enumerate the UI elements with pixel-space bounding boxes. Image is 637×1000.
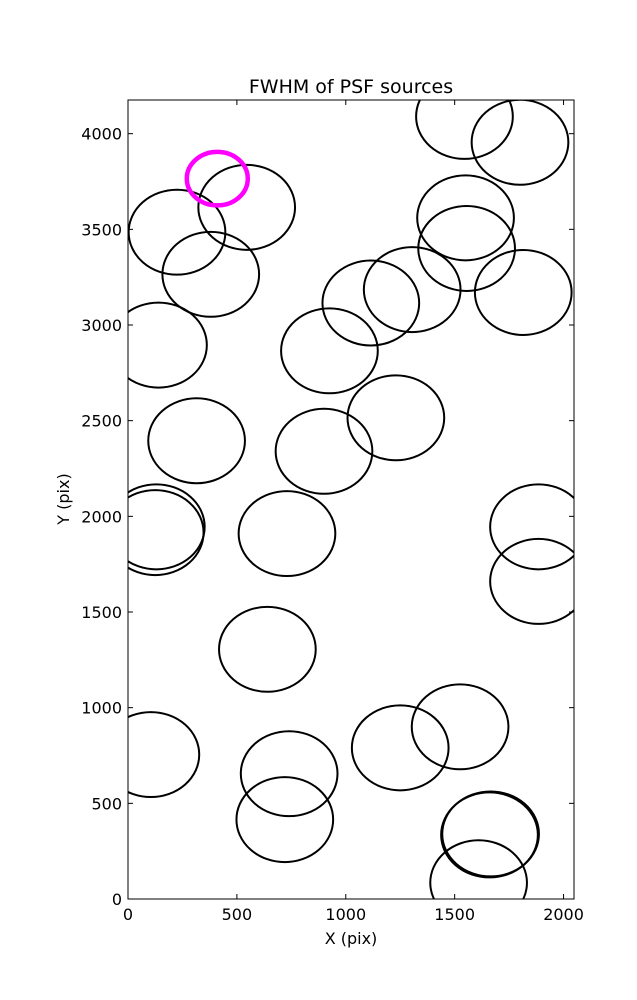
y-tick-label: 4000 — [81, 125, 122, 144]
x-tick-label: 1000 — [325, 905, 366, 924]
psf-source-circle — [161, 230, 261, 318]
y-tick-label: 2500 — [81, 412, 122, 431]
y-tick-label: 0 — [112, 890, 122, 909]
psf-source-circle — [218, 605, 317, 693]
psf-source-circle — [346, 374, 446, 462]
highlighted-source-circle — [184, 149, 251, 208]
highlight-circles — [184, 149, 251, 208]
psf-source-circle — [417, 204, 516, 292]
x-tick-label: 2000 — [543, 905, 584, 924]
psf-source-circle — [473, 249, 573, 336]
y-tick-label: 1500 — [81, 603, 122, 622]
psf-source-circle — [128, 188, 227, 276]
psf-source-circle — [237, 490, 337, 578]
psf-source-circle — [239, 730, 339, 818]
psf-source-circle — [362, 246, 462, 334]
plot-area: 0 500 1000 1500 2000 0 500 1000 1500 2000 2500 300… — [81, 99, 584, 924]
y-tick-label: 3000 — [81, 316, 122, 335]
plot-frame — [127, 99, 575, 900]
psf-source-circle — [350, 704, 450, 792]
psf-source-circle — [440, 791, 539, 879]
psf-source-circle — [489, 537, 574, 625]
y-tick-label: 500 — [91, 794, 122, 813]
psf-source-circle — [128, 489, 205, 577]
psf-source-circle — [470, 100, 570, 186]
data-circles — [128, 100, 574, 899]
psf-source-circle — [321, 259, 421, 347]
psf-source-circle — [147, 397, 246, 485]
psf-source-circle — [410, 683, 510, 771]
psf-source-circle — [280, 307, 379, 395]
x-tick-label: 500 — [222, 905, 253, 924]
psf-source-circle — [429, 839, 528, 899]
y-tick-label: 2000 — [81, 507, 122, 526]
psf-source-circle — [128, 711, 201, 799]
psf-source-circle — [489, 483, 574, 571]
y-tick-label: 1000 — [81, 699, 122, 718]
psf-source-circle — [128, 301, 208, 389]
psf-source-circle — [416, 174, 515, 262]
chart-title: FWHM of PSF sources — [249, 76, 453, 98]
psf-source-circle — [197, 163, 297, 251]
y-tick-label: 3500 — [81, 220, 122, 239]
y-axis-ticks: 0 500 1000 1500 2000 2500 3000 3500 4000 — [81, 125, 574, 909]
y-axis-label: Y (pix) — [54, 473, 73, 525]
psf-source-circle — [274, 407, 374, 495]
x-tick-label: 0 — [123, 905, 133, 924]
x-tick-label: 1500 — [434, 905, 475, 924]
psf-source-circle — [128, 483, 206, 571]
x-axis-ticks: 0 500 1000 1500 2000 — [123, 100, 584, 924]
x-axis-label: X (pix) — [325, 929, 378, 948]
psf-source-circle — [235, 776, 335, 864]
psf-source-circle — [415, 100, 514, 160]
